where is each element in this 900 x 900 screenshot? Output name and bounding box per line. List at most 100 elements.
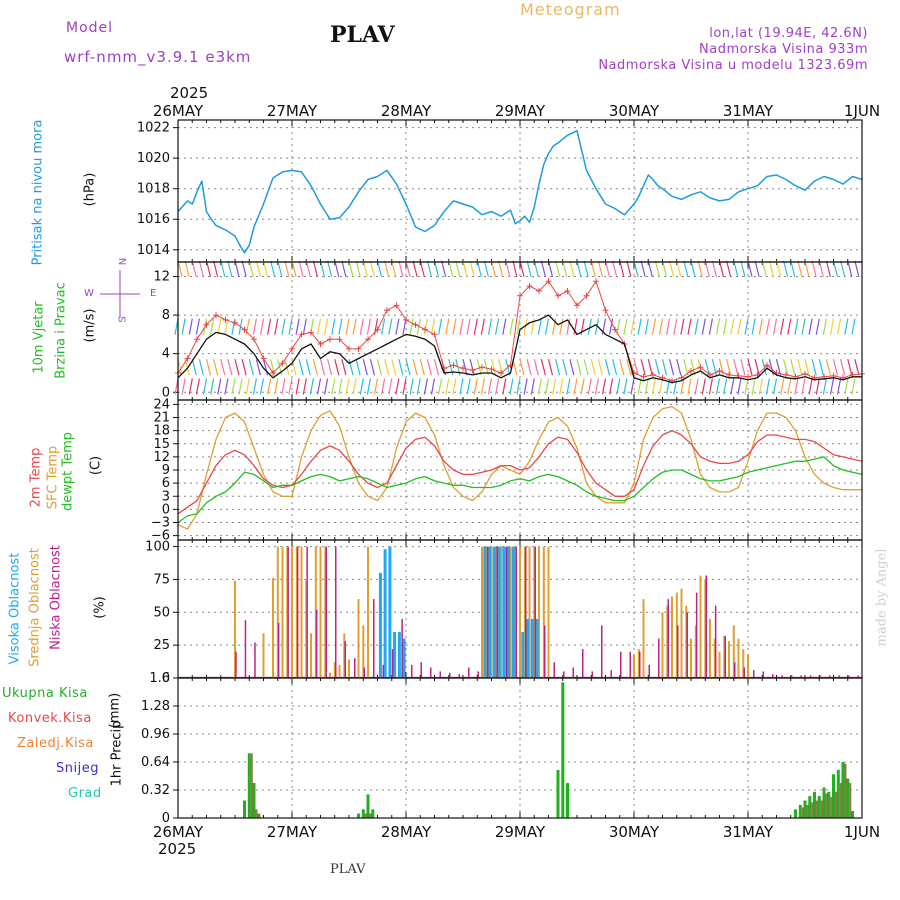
cloud-low-bar xyxy=(610,670,612,678)
wind-direction-arrow xyxy=(217,318,222,335)
wind-direction-arrow xyxy=(519,359,525,376)
wind-direction-arrow xyxy=(188,378,193,395)
wind-direction-arrow xyxy=(562,260,568,277)
cloud-low-bar xyxy=(235,651,237,678)
cloud-low-bar xyxy=(790,675,793,678)
wind-gust-marker xyxy=(184,355,191,362)
y-tick-label: −6 xyxy=(151,529,170,544)
cloud-low-bar xyxy=(534,546,536,678)
wind-direction-arrow xyxy=(376,260,383,277)
x-tick-label-bottom: 26MAY xyxy=(153,823,204,841)
wind-direction-arrow xyxy=(412,260,418,277)
wind-gust-marker xyxy=(545,278,552,285)
wind-direction-arrow xyxy=(462,260,468,277)
wind-direction-arrow xyxy=(416,378,421,395)
wind-direction-arrow xyxy=(395,318,400,335)
wind-gust-marker xyxy=(412,321,419,328)
precip-conv-bar xyxy=(806,804,809,818)
wind-direction-arrow xyxy=(666,318,671,335)
wind-direction-arrow xyxy=(384,359,390,376)
x-tick-label-top: 27MAY xyxy=(267,102,318,120)
wind-direction-arrow xyxy=(818,359,824,376)
precip-total-bar xyxy=(851,811,854,818)
wind-direction-arrow xyxy=(259,318,265,335)
precip-total-bar xyxy=(803,800,807,818)
cloud-high-bar xyxy=(492,546,496,678)
wind-gust-marker xyxy=(460,365,466,372)
cloud-mid-bar xyxy=(713,638,716,678)
model-elevation-label: Nadmorska Visina u modelu 1323.69m xyxy=(598,58,868,73)
wind-gust-marker xyxy=(469,367,476,374)
cloud-mid-bar xyxy=(348,659,350,678)
wind-direction-arrow xyxy=(630,378,635,395)
wind-direction-arrow xyxy=(754,260,760,277)
wind-direction-arrow xyxy=(177,260,183,277)
wind-direction-arrow xyxy=(587,378,592,395)
wind-direction-arrow xyxy=(654,359,660,376)
wind-direction-arrow xyxy=(252,318,257,335)
wind-gust-marker xyxy=(602,307,609,314)
wind-gust-marker xyxy=(517,292,523,299)
wind-direction-arrow xyxy=(483,260,489,277)
cloud-mid-bar xyxy=(300,546,303,678)
cloud-mid-bar xyxy=(481,546,483,678)
y-tick-label: 0.64 xyxy=(141,755,170,770)
wind-direction-arrow xyxy=(733,260,739,277)
y-tick-label: 1022 xyxy=(137,121,170,136)
cloud-mid-bar xyxy=(718,651,721,678)
wind-direction-arrow xyxy=(547,260,554,277)
wind-direction-arrow xyxy=(402,378,407,395)
footer-station: PLAV xyxy=(330,862,366,877)
station-title: PLAV xyxy=(330,22,395,48)
wind-direction-arrow xyxy=(341,359,347,376)
wind-direction-arrow xyxy=(616,318,621,335)
wind-direction-arrow xyxy=(701,378,706,395)
cloud-low-bar xyxy=(401,618,403,678)
wind-direction-arrow xyxy=(597,359,603,376)
precip-total-bar xyxy=(243,800,246,818)
wind-gust-marker xyxy=(317,341,324,347)
wind-gust-marker xyxy=(678,374,685,381)
wind-direction-arrow xyxy=(569,359,575,376)
cloud-low-bar xyxy=(525,546,527,678)
wind-direction-arrow xyxy=(832,260,839,277)
cloud-mid-bar xyxy=(490,546,493,678)
wind-direction-arrow xyxy=(680,378,685,395)
wind-direction-arrow xyxy=(669,260,675,277)
cloud-low-bar xyxy=(306,546,308,678)
cloud-mid-bar xyxy=(538,546,540,678)
cloud-low-bar xyxy=(277,622,280,678)
cloud-low-bar xyxy=(762,671,764,678)
wind-direction-arrow xyxy=(715,378,721,395)
cloud-mid-bar xyxy=(310,633,312,678)
y-tick-label: 8 xyxy=(162,308,170,323)
x-tick-label-top: 29MAY xyxy=(495,102,546,120)
y-tick-label: 50 xyxy=(153,605,170,620)
wind-direction-arrow xyxy=(195,318,200,335)
x-tick-label-bottom: 30MAY xyxy=(609,823,660,841)
y-tick-label: 18 xyxy=(153,424,170,439)
wind-direction-arrow xyxy=(533,260,539,277)
cloud-mid-bar xyxy=(319,546,322,678)
wind-direction-arrow xyxy=(433,260,440,277)
wind-direction-arrow xyxy=(487,318,493,335)
wind-gust-marker xyxy=(279,360,286,367)
cloud-high-bar xyxy=(402,638,406,678)
wind-direction-arrow xyxy=(448,260,454,277)
wind-direction-arrow xyxy=(409,318,414,335)
wind-direction-arrow xyxy=(188,318,193,335)
wind-direction-arrow xyxy=(822,318,827,335)
wind-direction-arrow xyxy=(737,318,742,335)
wind-direction-arrow xyxy=(195,378,200,395)
wind-direction-arrow xyxy=(740,359,746,376)
wind-direction-arrow xyxy=(331,318,336,335)
wind-gust-marker xyxy=(783,371,789,378)
wind-direction-arrow xyxy=(609,378,614,395)
wind-direction-arrow xyxy=(562,359,568,376)
wind-direction-arrow xyxy=(601,378,607,395)
y-tick-label: 0 xyxy=(162,811,170,826)
precip-total-bar xyxy=(822,787,826,818)
wind-direction-arrow xyxy=(676,260,682,277)
wind-direction-arrow xyxy=(419,260,425,277)
wind-direction-arrow xyxy=(516,318,521,335)
